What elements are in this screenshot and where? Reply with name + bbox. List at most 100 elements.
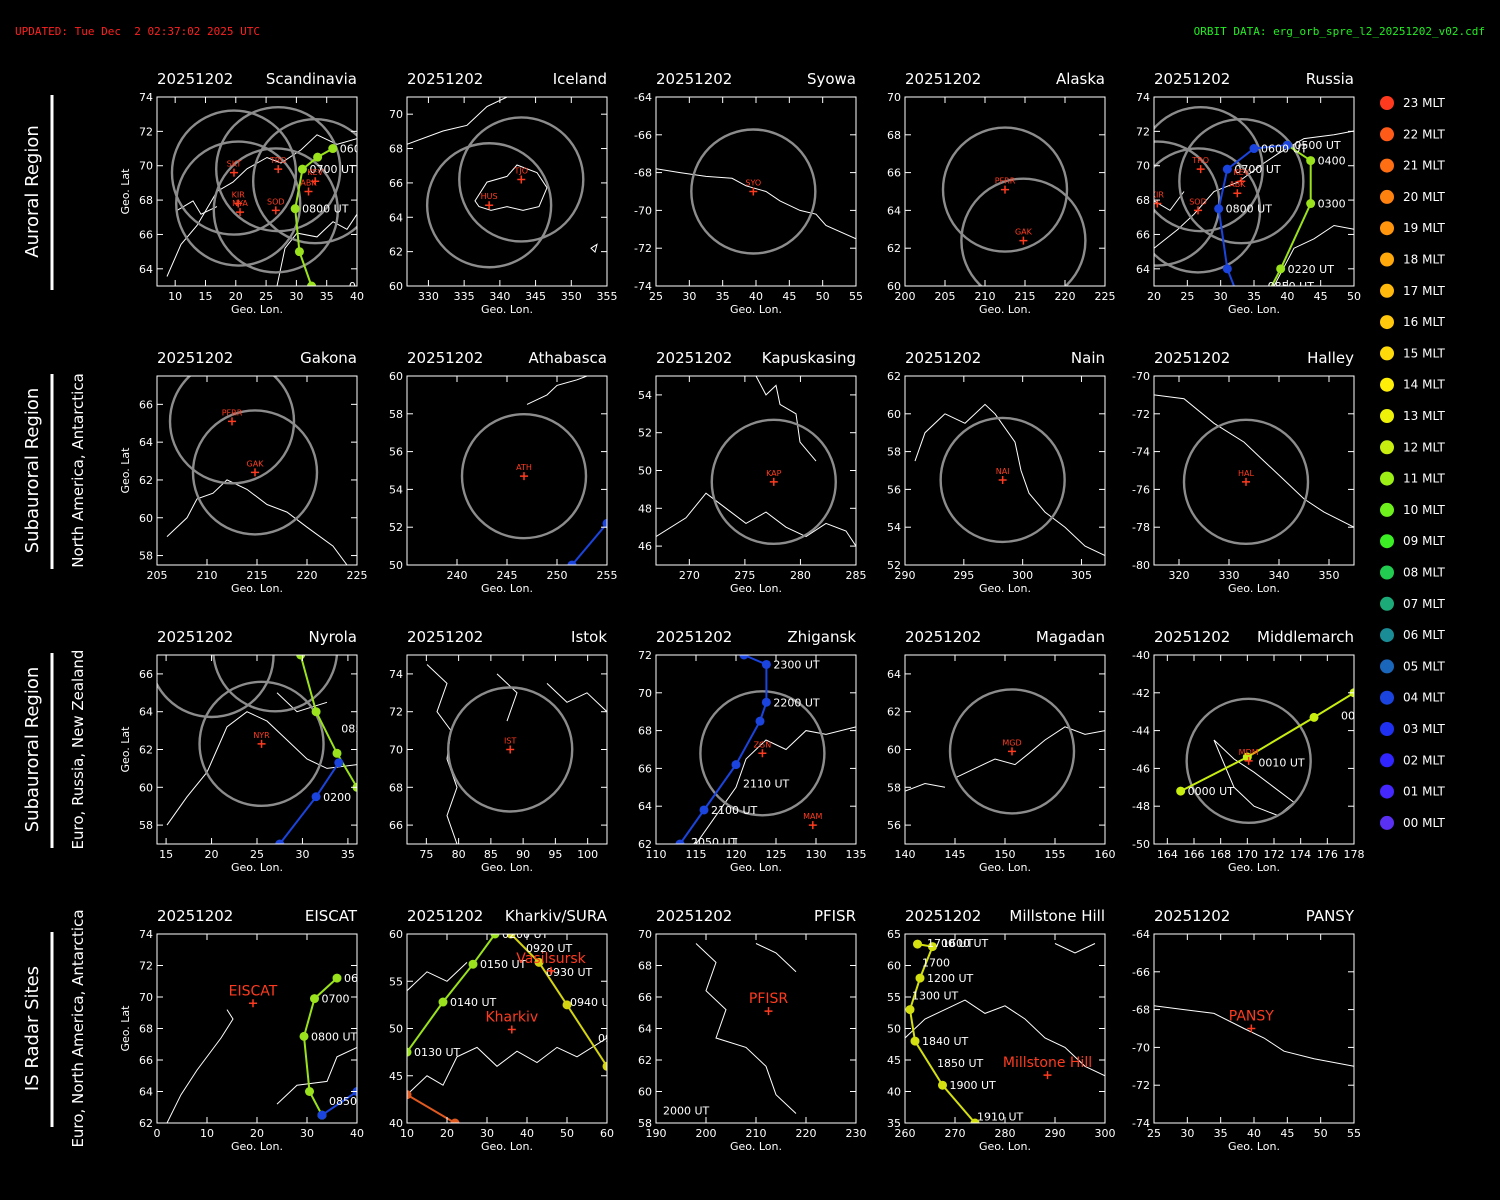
x-tick-label: 10: [200, 1127, 214, 1140]
x-tick-label: 50: [1347, 290, 1361, 303]
orbit-time-label: 0600: [344, 972, 372, 985]
y-tick-label: 66: [887, 167, 901, 180]
y-tick-label: 68: [887, 129, 901, 142]
x-tick-label: 285: [846, 569, 867, 582]
plot-area: TJO HUS: [407, 97, 598, 269]
station-marker: [234, 199, 243, 208]
legend-label: 01 MLT: [1403, 785, 1445, 799]
x-tick-label: 25: [1147, 1127, 1161, 1140]
map-panel-istok: 20251202 Istok IST 75 80 85 90 95 100 66 68 70 72 74 G…: [389, 628, 608, 874]
field-of-view-circle: [1154, 147, 1262, 274]
station-marker: [249, 999, 257, 1008]
x-tick-label: 210: [197, 569, 218, 582]
x-tick-label: 30: [1180, 1127, 1194, 1140]
panel-date: 20251202: [656, 70, 732, 88]
orbit-marker: [1282, 140, 1292, 150]
panel-date: 20251202: [1154, 907, 1230, 925]
axis-ticks: 205 210 215 220 225 58 60 62 64 66: [139, 376, 368, 582]
x-tick-label: 55: [1347, 1127, 1361, 1140]
y-tick-label: 66: [638, 991, 652, 1004]
legend-item: 01 MLT: [1380, 784, 1445, 799]
y-tick-label: 68: [638, 960, 652, 973]
station-label: HUS: [481, 192, 498, 201]
axis-ticks: 75 80 85 90 95 100 66 68 70 72 74: [389, 655, 607, 861]
y-tick-label: 72: [389, 706, 403, 719]
x-tick-label: 210: [975, 290, 996, 303]
y-tick-label: 60: [389, 370, 403, 383]
y-tick-label: 48: [638, 502, 652, 515]
x-tick-label: 350: [561, 290, 582, 303]
x-tick-label: 305: [1071, 569, 1092, 582]
y-tick-label: 68: [1136, 194, 1150, 207]
x-axis-title: Geo. Lon.: [1228, 1140, 1280, 1153]
plot-frame: [156, 96, 358, 287]
y-axis-title: Geo. Lat: [119, 447, 132, 494]
panel-title: PFISR: [814, 907, 856, 925]
y-tick-label: -44: [1132, 725, 1150, 738]
orbit-marker: [761, 659, 771, 669]
orbit-time-label: 2200 UT: [773, 696, 820, 709]
orbit-marker: [699, 805, 709, 815]
plot-frame: [904, 96, 1106, 287]
x-tick-label: 290: [895, 569, 916, 582]
orbit-time-label: 0130 UT: [414, 1046, 461, 1059]
orbit-time-label: 1900 UT: [950, 1079, 997, 1092]
legend-item: 21 MLT: [1380, 158, 1445, 173]
x-tick-label: 15: [159, 848, 173, 861]
panel-title: Syowa: [807, 70, 856, 88]
y-tick-label: 64: [887, 204, 901, 217]
mlt-legend: 23 MLT 22 MLT 21 MLT 20 MLT 19 MLT 18 MLT 17 M…: [1380, 96, 1445, 830]
x-tick-label: 245: [497, 569, 518, 582]
coastline: [954, 726, 1105, 779]
y-tick-label: 62: [389, 246, 403, 259]
panel-title: Istok: [571, 628, 607, 646]
orbit-marker: [294, 247, 304, 257]
station-label: HAL: [1238, 469, 1254, 478]
station-marker: [304, 187, 313, 196]
plot-frame: [655, 375, 857, 566]
x-tick-label: 20: [440, 1127, 454, 1140]
y-tick-label: 66: [139, 1054, 153, 1067]
x-tick-label: 40: [1280, 290, 1294, 303]
orbit-marker: [1242, 752, 1252, 762]
x-tick-label: 40: [1247, 1127, 1261, 1140]
legend-label: 03 MLT: [1403, 722, 1445, 736]
panel-date: 20251202: [656, 628, 732, 646]
x-tick-label: 168: [1210, 848, 1231, 861]
x-tick-label: 120: [726, 848, 747, 861]
station-label: SOD: [267, 197, 285, 206]
y-tick-label: -72: [1132, 1079, 1150, 1092]
x-tick-label: 25: [649, 290, 663, 303]
map-panel-kharkiv-sura: 20251202 Kharkiv/SURA 0200 UT 0150 UT 0140 U…: [389, 907, 614, 1153]
legend-swatch: [1380, 96, 1394, 110]
orbit-marker: [970, 1118, 980, 1123]
station-label: Kharkiv: [485, 1009, 538, 1025]
orbit-marker: [1176, 786, 1186, 796]
legend-item: 22 MLT: [1380, 127, 1445, 142]
legend-swatch: [1380, 659, 1394, 674]
x-tick-label: 295: [953, 569, 974, 582]
y-tick-label: 72: [1136, 125, 1150, 138]
orbit-time-label: 0010 UT: [1258, 757, 1305, 770]
axis-ticks: 20 25 30 35 40 45 50 64 66 68 70 72 74: [1136, 91, 1361, 303]
axis-ticks: 140 145 150 155 160 56 58 60 62 64: [887, 655, 1116, 861]
legend-swatch: [1380, 409, 1394, 423]
x-tick-label: 174: [1290, 848, 1311, 861]
x-tick-label: 178: [1344, 848, 1365, 861]
plot-area: 085 0200 00 NYR: [157, 655, 357, 844]
y-tick-label: 60: [389, 928, 403, 941]
y-tick-label: 70: [389, 744, 403, 757]
station-marker: [1242, 477, 1250, 486]
orbit-marker: [1214, 204, 1224, 214]
x-tick-label: 155: [1045, 848, 1066, 861]
x-tick-label: 95: [548, 848, 562, 861]
x-tick-label: 115: [686, 848, 707, 861]
x-tick-label: 30: [1214, 290, 1228, 303]
panel-title: Halley: [1307, 349, 1354, 367]
map-panel-scandinavia: 20251202 Scandinavia 0600 UT 0700 UT 0800 UT…: [119, 70, 364, 316]
station-label: ATH: [516, 463, 532, 472]
station-label: ABK: [1229, 180, 1246, 189]
y-tick-label: 60: [389, 280, 403, 293]
y-tick-label: 70: [638, 687, 652, 700]
